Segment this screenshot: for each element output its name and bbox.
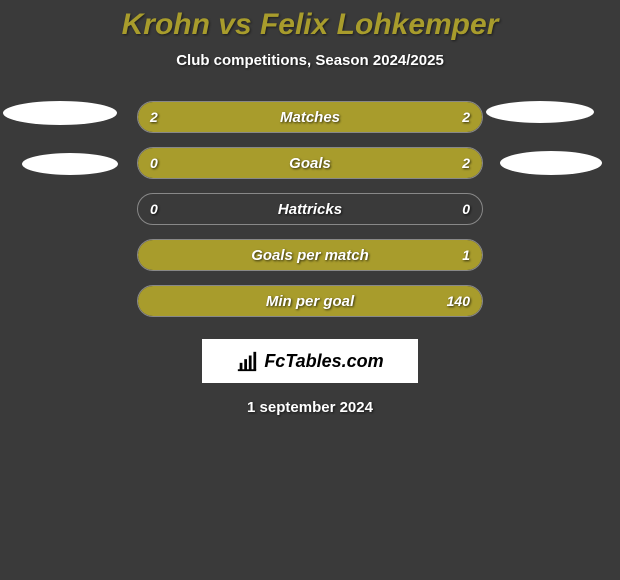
subtitle: Club competitions, Season 2024/2025	[0, 52, 620, 69]
bar-label: Matches	[138, 102, 482, 132]
bar-label: Goals	[138, 148, 482, 178]
bar-hattricks: 0 Hattricks 0	[137, 193, 483, 225]
bar-value-right: 2	[462, 148, 470, 178]
bar-value-right: 0	[462, 194, 470, 224]
player-ellipse-left-1	[3, 101, 117, 125]
logo-text: FcTables.com	[264, 351, 383, 372]
bar-value-right: 1	[462, 240, 470, 270]
bar-label: Goals per match	[138, 240, 482, 270]
bar-value-right: 2	[462, 102, 470, 132]
bar-label: Hattricks	[138, 194, 482, 224]
bar-goals: 0 Goals 2	[137, 147, 483, 179]
bar-matches: 2 Matches 2	[137, 101, 483, 133]
date-label: 1 september 2024	[0, 399, 620, 416]
bars-container: 2 Matches 2 0 Goals 2 0 Hattricks 0 Goal…	[137, 101, 483, 317]
player-ellipse-left-2	[22, 153, 118, 175]
logo-box: FcTables.com	[202, 339, 418, 383]
bar-goals-per-match: Goals per match 1	[137, 239, 483, 271]
bar-min-per-goal: Min per goal 140	[137, 285, 483, 317]
bar-chart-icon	[236, 350, 258, 372]
page-title: Krohn vs Felix Lohkemper	[0, 0, 620, 42]
comparison-chart: 2 Matches 2 0 Goals 2 0 Hattricks 0 Goal…	[0, 101, 620, 317]
bar-value-right: 140	[447, 286, 470, 316]
player-ellipse-right-2	[500, 151, 602, 175]
bar-label: Min per goal	[138, 286, 482, 316]
player-ellipse-right-1	[486, 101, 594, 123]
